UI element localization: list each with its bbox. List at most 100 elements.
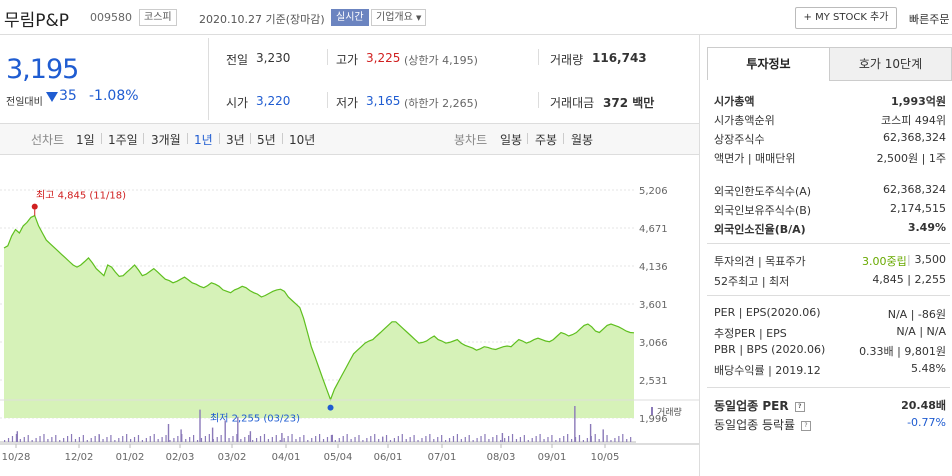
- period-3y[interactable]: 3년: [226, 133, 245, 147]
- candle-weekly[interactable]: 주봉: [535, 133, 558, 147]
- x-tick-label: 10/05: [591, 452, 620, 463]
- volume-bar: [602, 429, 604, 442]
- volume-bar: [456, 434, 459, 442]
- volume-bar: [193, 435, 195, 442]
- period-10y[interactable]: 10년: [289, 133, 316, 147]
- invest-row-label: PBR | BPS (2020.06): [714, 343, 826, 356]
- invest-row-value: 2,174,515: [890, 202, 946, 215]
- lower-limit: (하한가 2,265): [404, 97, 478, 110]
- volume-bar: [283, 438, 285, 442]
- col-sep: [327, 92, 328, 108]
- volume-bar: [378, 439, 380, 442]
- volume-bar: [519, 437, 522, 442]
- x-tick-label: 03/02: [218, 452, 247, 463]
- volume-bar: [476, 438, 478, 442]
- change-value: 35: [59, 88, 77, 104]
- volume-bar: [448, 438, 451, 442]
- volume-bar: [220, 435, 222, 442]
- invest-row-label: 외국인한도주식수(A): [714, 185, 812, 198]
- period-1d[interactable]: 1일: [76, 133, 95, 147]
- volume-bar: [228, 438, 230, 442]
- invest-row-label: 추정PER | EPS: [714, 326, 787, 340]
- volume-bar: [326, 437, 329, 442]
- quick-order-link[interactable]: 빠른주문: [909, 13, 950, 26]
- volume-bar: [389, 440, 392, 442]
- volume-bar: [165, 435, 167, 442]
- volume-bar: [204, 436, 207, 442]
- volume-bar: [472, 440, 474, 442]
- period-1y[interactable]: 1년: [194, 133, 213, 147]
- high-label: 고가: [336, 53, 359, 67]
- volume-bar: [27, 435, 29, 442]
- candle-daily[interactable]: 일봉: [500, 133, 523, 147]
- add-mystock-button[interactable]: + MY STOCK 추가: [795, 7, 897, 29]
- y-tick-label: 1,996: [639, 414, 668, 425]
- volume-bar: [211, 427, 214, 442]
- volume-bar: [167, 424, 170, 442]
- line-chart-label: 선차트: [31, 133, 65, 147]
- low-label: 저가: [336, 96, 359, 110]
- invest-row-value: N/A | N/A: [896, 324, 946, 338]
- x-tick-label: 01/02: [116, 452, 145, 463]
- volume-bar: [180, 429, 182, 442]
- x-tick-label: 08/03: [487, 452, 516, 463]
- volume-bar: [606, 435, 608, 442]
- amount-unit: 백만: [632, 96, 655, 110]
- volume-bar: [189, 437, 191, 442]
- volume-bar: [70, 434, 73, 442]
- volume-bar: [173, 438, 175, 442]
- volume-bar: [240, 439, 242, 442]
- volume-legend-swatch: [651, 407, 653, 415]
- volume-bar: [488, 439, 490, 442]
- volume-bar: [35, 438, 37, 442]
- company-overview-label: 기업개요: [376, 12, 413, 23]
- down-triangle-icon: [46, 92, 58, 102]
- period-3m[interactable]: 3개월: [151, 133, 181, 147]
- volume-bar: [586, 438, 588, 442]
- volume-bar: [106, 437, 108, 442]
- volume-bar: [59, 440, 61, 442]
- live-button[interactable]: 실시간: [331, 9, 369, 26]
- volume-bar: [574, 406, 576, 442]
- volume-bar: [460, 439, 462, 442]
- quote-divider: [208, 38, 209, 120]
- invest-row-value: 0.33배 | 9,801원: [859, 345, 946, 358]
- date-text: 2020.10.27 기준(장마감): [199, 13, 325, 26]
- volume-bar: [555, 440, 557, 442]
- volume-legend: 거래량: [657, 406, 682, 418]
- volume-bar: [362, 440, 364, 442]
- volume-bar: [504, 438, 506, 442]
- tab-orderbook[interactable]: 호가 10단계: [829, 47, 952, 81]
- volume-bar: [161, 437, 163, 442]
- volume-bar: [409, 437, 411, 442]
- volume-bar: [322, 439, 325, 442]
- x-tick-label: 04/01: [272, 452, 301, 463]
- volume-bar: [543, 439, 545, 442]
- volume-bar: [114, 440, 116, 442]
- industry-per-text: 동일업종 PER: [714, 399, 789, 413]
- volume-bar: [102, 439, 104, 442]
- period-5y[interactable]: 5년: [257, 133, 276, 147]
- invest-row-value: 5.48%: [911, 361, 946, 375]
- volume-bar: [338, 438, 340, 442]
- x-tick-label: 10/28: [2, 452, 31, 463]
- separator: [101, 133, 102, 144]
- volume-bar: [346, 434, 348, 442]
- invest-row-value: 62,368,324: [883, 183, 946, 196]
- volume-bar: [366, 438, 368, 442]
- info-icon[interactable]: ?: [800, 420, 811, 431]
- company-overview-dropdown[interactable]: 기업개요 ▼: [371, 9, 427, 26]
- opinion-label: 투자의견 | 목표주가: [714, 255, 806, 268]
- volume-bar: [331, 434, 333, 442]
- volume-bar: [342, 436, 344, 442]
- tab-invest-info[interactable]: 투자정보: [707, 47, 830, 80]
- period-1w[interactable]: 1주일: [108, 133, 138, 147]
- x-tick-label: 02/03: [166, 452, 195, 463]
- volume-value: 116,743: [592, 51, 647, 65]
- volume-bar: [515, 439, 518, 442]
- candle-monthly[interactable]: 월봉: [571, 133, 594, 147]
- candle-chart-label: 봉차트: [454, 133, 488, 147]
- pipe: |: [907, 253, 911, 266]
- info-icon[interactable]: ?: [794, 401, 805, 412]
- volume-bar: [571, 439, 573, 442]
